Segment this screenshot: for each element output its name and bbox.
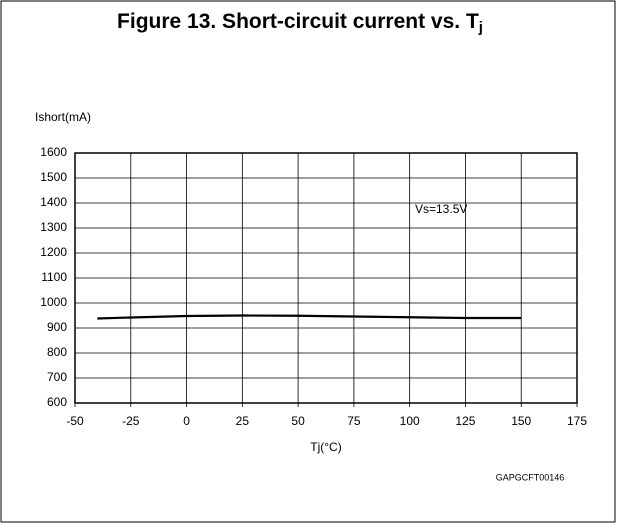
y-tick-label: 1500 <box>40 170 67 184</box>
x-tick-label: 0 <box>183 414 190 428</box>
figure-code: GAPGCFT00146 <box>496 472 565 482</box>
plot-border <box>74 152 578 404</box>
y-tick-label: 1200 <box>40 245 67 259</box>
x-tick-label: -50 <box>66 414 84 428</box>
y-tick-label: 900 <box>47 320 67 334</box>
y-tick-label: 700 <box>47 370 67 384</box>
x-tick-label: 75 <box>347 414 361 428</box>
y-tick-label: 600 <box>47 395 67 409</box>
x-tick-label: 175 <box>567 414 587 428</box>
y-tick-label: 1400 <box>40 195 67 209</box>
x-tick-label: 100 <box>400 414 420 428</box>
annotation: Vs=13.5V <box>415 202 467 216</box>
y-tick-label: 1300 <box>40 220 67 234</box>
x-tick-label: -25 <box>122 414 140 428</box>
chart-title: Figure 13. Short-circuit current vs. Tj <box>117 10 483 36</box>
x-tick-label: 150 <box>511 414 531 428</box>
y-tick-label: 1100 <box>41 270 67 284</box>
data-line <box>97 314 522 320</box>
y-tick-label: 1600 <box>40 145 67 159</box>
y-axis-label: Ishort(mA) <box>35 110 91 124</box>
y-tick-label: 800 <box>47 345 67 359</box>
x-tick-label: 25 <box>236 414 250 428</box>
x-tick-label: 125 <box>455 414 475 428</box>
x-axis-label: Tj(°C) <box>310 440 341 454</box>
y-tick-label: 1000 <box>40 295 67 309</box>
title-main: Figure 13. Short-circuit current vs. T <box>117 10 479 33</box>
title-subscript: j <box>478 19 483 36</box>
x-tick-label: 50 <box>291 414 305 428</box>
